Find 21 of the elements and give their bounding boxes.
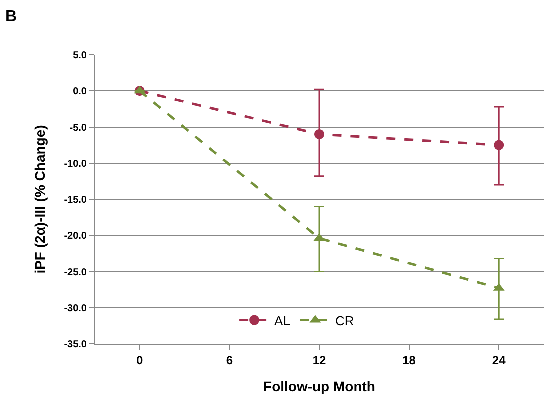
y-tick-label: -10.0 <box>64 158 88 170</box>
y-axis-title: iPF (2α)-III (% Change) <box>32 125 48 274</box>
x-tick-label: 12 <box>312 353 326 368</box>
y-tick-label: -20.0 <box>64 231 88 242</box>
y-tick-label: -25.0 <box>64 267 88 278</box>
y-tick-label: 0.0 <box>73 86 88 98</box>
legend-label: AL <box>274 313 290 328</box>
legend-label: CR <box>335 313 354 328</box>
point <box>494 140 504 150</box>
y-tick-label: -5.0 <box>70 122 88 134</box>
x-tick-label: 24 <box>492 353 506 368</box>
chart-title: B <box>6 8 18 26</box>
point <box>314 129 324 140</box>
y-tick-label: 5.0 <box>73 50 88 62</box>
x-tick-label: 6 <box>226 353 234 368</box>
x-tick-label: 18 <box>402 353 416 368</box>
x-axis-title: Follow-up Month <box>264 378 376 395</box>
y-tick-label: -15.0 <box>64 195 88 206</box>
x-tick-label: 0 <box>136 353 144 368</box>
y-tick-label: -30.0 <box>64 303 88 314</box>
y-tick-label: -35.0 <box>64 340 88 350</box>
